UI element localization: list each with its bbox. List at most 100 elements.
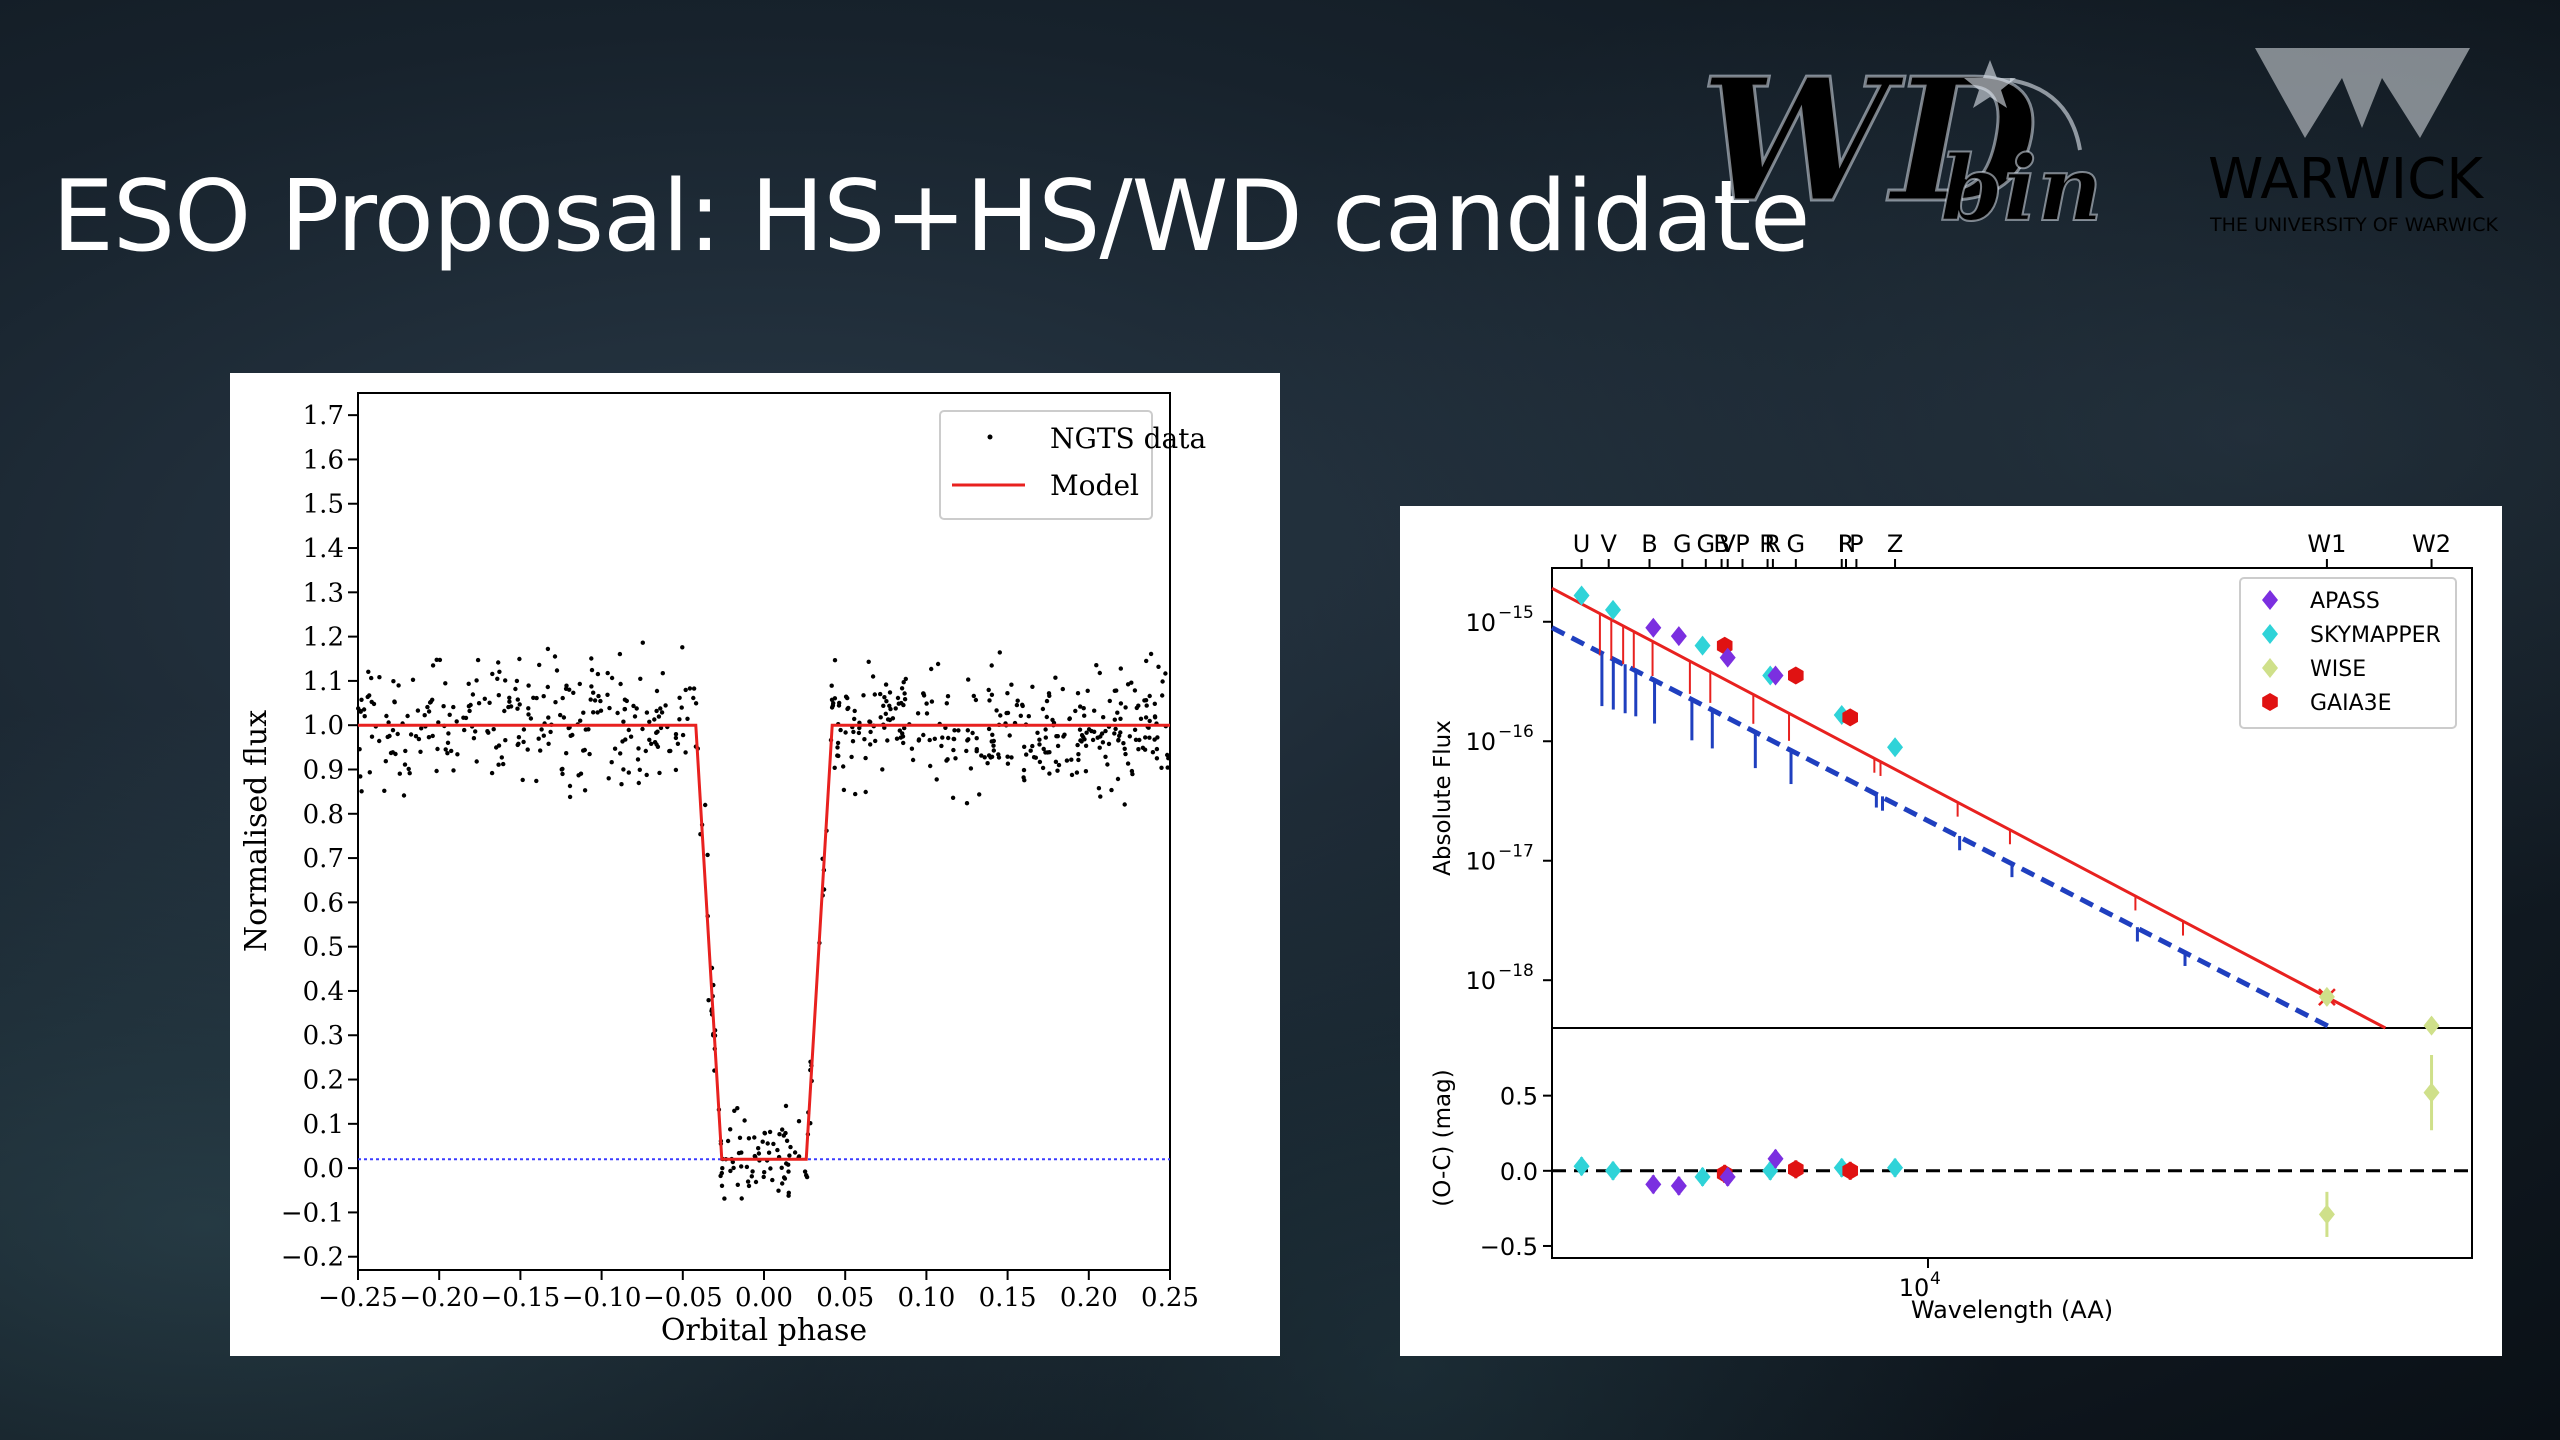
lc-data-point [1137,737,1142,743]
lc-data-point [1033,755,1038,760]
lc-data-point [621,767,626,772]
sed-y-tick-label: 10 [1465,848,1496,876]
lc-data-point [589,656,594,661]
lc-data-point [606,776,611,781]
lc-data-point [487,700,492,705]
lc-data-point [489,770,495,776]
lc-data-point [841,764,846,769]
lc-data-point [986,753,992,758]
lc-data-point [1160,693,1165,698]
sed-legend-label: SKYMAPPER [2310,623,2441,648]
lc-data-point [1086,727,1092,732]
lc-data-point [1024,752,1029,757]
lc-data-point [643,748,648,754]
lc-data-point [878,715,883,720]
lc-data-point [476,701,482,706]
slide-title: ESO Proposal: HS+HS/WD candidate [52,160,1810,274]
lc-data-point [1054,734,1059,739]
lc-data-point [964,801,970,806]
lc-data-point [581,710,586,715]
lc-data-point [526,706,531,711]
lc-data-point [564,751,569,756]
lc-data-point [507,695,512,700]
lc-data-point [728,1168,733,1174]
lc-data-point [561,715,567,720]
lc-data-point [1150,750,1156,755]
lc-data-point [902,697,908,702]
lc-data-point [582,747,587,753]
lc-data-point [1005,761,1011,766]
sed-filter-label: G [1696,530,1715,558]
lc-data-point [863,789,868,795]
lc-data-point [636,746,641,751]
lc-data-point [1136,703,1141,708]
lc-y-tick-label: 0.3 [303,1021,344,1051]
lc-data-point [1147,718,1152,724]
sed-point-skymapper-flux [1887,737,1904,758]
lc-x-tick-label: −0.05 [643,1283,723,1313]
lc-data-point [632,714,638,719]
lc-data-point [1076,757,1081,763]
sed-filter-label: R [1838,530,1855,558]
lc-data-point [901,680,906,685]
lc-data-point [434,657,439,662]
lc-data-point [596,693,601,699]
lc-data-point [951,747,956,753]
lc-data-point [655,744,661,749]
lc-data-point [753,1179,759,1185]
lc-data-point [1045,750,1050,755]
lc-data-point [1130,771,1135,777]
lc-data-point [781,1175,787,1180]
lc-data-point [1055,768,1060,773]
sed-legend-marker [2262,658,2278,678]
lc-x-tick-label: 0.15 [979,1283,1037,1313]
sed-legend-marker [2262,624,2278,644]
lc-data-point [746,1136,752,1141]
sed-filter-label: B [1641,530,1657,558]
lc-data-point [683,750,688,755]
lc-data-point [589,667,595,673]
lc-data-point [582,788,588,793]
lc-data-point [835,745,840,750]
sed-filter-label: V [1719,530,1736,558]
lc-data-point [777,1132,782,1137]
lc-data-point [950,795,956,800]
lc-data-point [685,716,690,721]
lc-data-point [883,682,889,687]
lc-data-point [1043,727,1048,732]
lc-data-point [615,710,620,716]
lc-data-point [558,712,563,718]
lc-data-point [887,703,892,708]
sed-x-tick-label: 10 [1899,1274,1930,1302]
lc-data-point [1028,748,1033,753]
lc-data-point [971,693,976,699]
lc-data-point [776,1188,781,1193]
lc-data-point [735,1182,740,1187]
lc-data-point [835,753,840,758]
sed-filter-label: B [1713,530,1729,558]
lc-data-point [944,701,949,706]
sed-point-apass-flux [1645,617,1662,638]
sed-point-skymapper-flux [1573,585,1590,606]
lc-data-point [461,715,466,720]
lc-data-point [649,741,654,746]
lc-data-point [1083,769,1089,774]
lc-data-point [851,729,856,735]
lc-data-point [1084,730,1089,735]
lc-data-point [901,740,906,746]
lc-data-point [516,741,521,746]
lc-data-point [730,1159,735,1165]
lc-data-point [835,740,841,746]
lc-x-tick-label: −0.20 [399,1283,479,1313]
lc-data-point [928,763,933,769]
sed-point-gaia3e-oc [1842,1161,1858,1180]
lc-data-point [902,691,907,696]
lc-data-point [621,719,626,724]
lc-data-point [358,774,363,779]
lc-data-point [1136,747,1141,752]
lc-data-point [1014,702,1020,708]
lc-data-point [501,761,506,767]
lc-data-point [1037,737,1042,742]
lc-data-point [385,734,390,740]
lc-data-point [605,692,610,697]
